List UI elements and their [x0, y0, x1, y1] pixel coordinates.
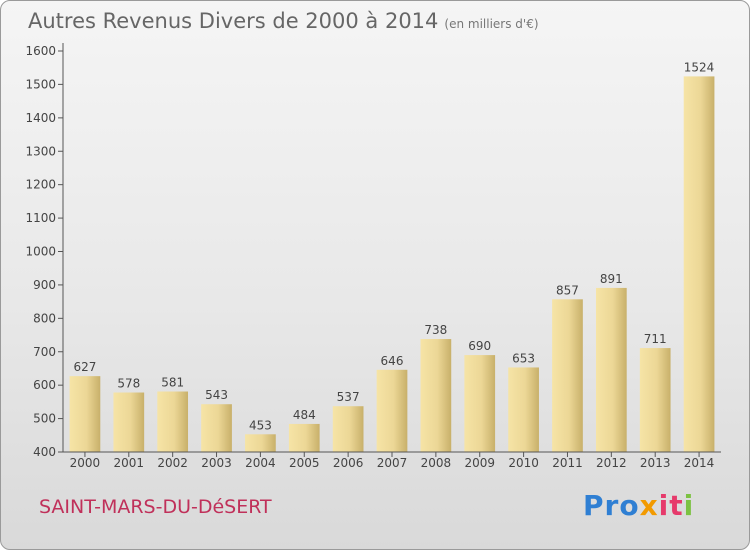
bar [595, 287, 627, 452]
logo-part-1: Pro [583, 489, 640, 522]
x-tick-label: 2000 [70, 456, 101, 470]
x-tick-label: 2011 [552, 456, 583, 470]
proxiti-logo: Proxiti [583, 489, 694, 522]
logo-part-4: i [683, 489, 695, 522]
value-label: 738 [424, 323, 447, 337]
y-tick-label: 400 [33, 445, 56, 459]
bar [201, 404, 232, 452]
bar [420, 339, 452, 452]
town-name: SAINT-MARS-DU-DéSERT [39, 496, 272, 518]
y-tick-label: 1300 [25, 144, 56, 158]
x-tick-label: 2010 [508, 456, 539, 470]
chart-title-text: Autres Revenus Divers de 2000 à 2014 [28, 9, 439, 33]
bars-layer: 627 578 581 543 453 484 537 646 738 690 653 857 891 7… [69, 60, 715, 452]
value-label: 581 [161, 376, 184, 390]
x-tick-label: 2013 [640, 456, 671, 470]
x-tick-label: 2014 [684, 456, 715, 470]
bar [639, 348, 671, 452]
logo-part-2: x [639, 489, 659, 522]
y-tick-label: 1200 [25, 178, 56, 192]
y-tick-label: 1100 [25, 211, 56, 225]
x-tick-label: 2002 [157, 456, 188, 470]
bar [683, 76, 715, 452]
value-label: 646 [381, 354, 404, 368]
value-label: 578 [117, 377, 140, 391]
bar [288, 423, 320, 452]
bar [552, 299, 583, 452]
bar [245, 434, 276, 452]
y-tick-label: 1400 [25, 111, 56, 125]
x-tick-label: 2001 [114, 456, 145, 470]
value-label: 711 [644, 332, 667, 346]
value-label: 627 [73, 360, 96, 374]
x-tick-label: 2009 [464, 456, 495, 470]
value-label: 1524 [684, 60, 715, 74]
y-tick-label: 1600 [25, 44, 56, 58]
bar [464, 355, 496, 452]
x-tick-label: 2003 [201, 456, 232, 470]
y-tick-label: 900 [33, 278, 56, 292]
bar [69, 376, 101, 452]
axes: 400 500 600 700 800 900 1000 1100 1200 1300 1400 15… [25, 43, 721, 470]
chart-title: Autres Revenus Divers de 2000 à 2014 (en … [28, 9, 539, 33]
bar [376, 369, 408, 452]
value-label: 891 [600, 272, 623, 286]
bar [113, 392, 145, 452]
value-label: 857 [556, 283, 579, 297]
value-label: 537 [337, 390, 360, 404]
y-tick-label: 1000 [25, 245, 56, 259]
bar [332, 406, 364, 452]
value-label: 543 [205, 388, 228, 402]
x-tick-label: 2004 [245, 456, 276, 470]
value-label: 653 [512, 351, 535, 365]
x-tick-label: 2005 [289, 456, 320, 470]
x-tick-label: 2007 [377, 456, 408, 470]
value-label: 453 [249, 418, 272, 432]
x-tick-label: 2012 [596, 456, 627, 470]
bar [157, 391, 189, 452]
value-label: 484 [293, 408, 316, 422]
y-tick-label: 1500 [25, 77, 56, 91]
x-tick-label: 2006 [333, 456, 364, 470]
x-tick-label: 2008 [421, 456, 452, 470]
y-tick-label: 800 [33, 311, 56, 325]
y-tick-label: 500 [33, 412, 56, 426]
bar [508, 367, 539, 452]
logo-part-3: it [658, 489, 684, 522]
chart-subtitle: (en milliers d'€) [444, 17, 539, 31]
y-tick-label: 600 [33, 378, 56, 392]
y-tick-label: 700 [33, 345, 56, 359]
value-label: 690 [468, 339, 491, 353]
